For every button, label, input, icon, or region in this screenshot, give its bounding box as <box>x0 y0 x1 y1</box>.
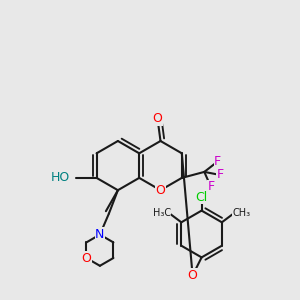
Text: CH₃: CH₃ <box>232 208 250 218</box>
Text: O: O <box>81 251 91 265</box>
Text: N: N <box>95 228 105 241</box>
Text: F: F <box>216 168 224 182</box>
Text: F: F <box>207 180 214 194</box>
Text: HO: HO <box>51 171 70 184</box>
Text: H₃C: H₃C <box>153 208 171 218</box>
Text: Cl: Cl <box>196 190 208 204</box>
Text: O: O <box>188 269 197 282</box>
Text: O: O <box>156 184 165 197</box>
Text: O: O <box>153 112 162 125</box>
Text: F: F <box>214 155 221 168</box>
